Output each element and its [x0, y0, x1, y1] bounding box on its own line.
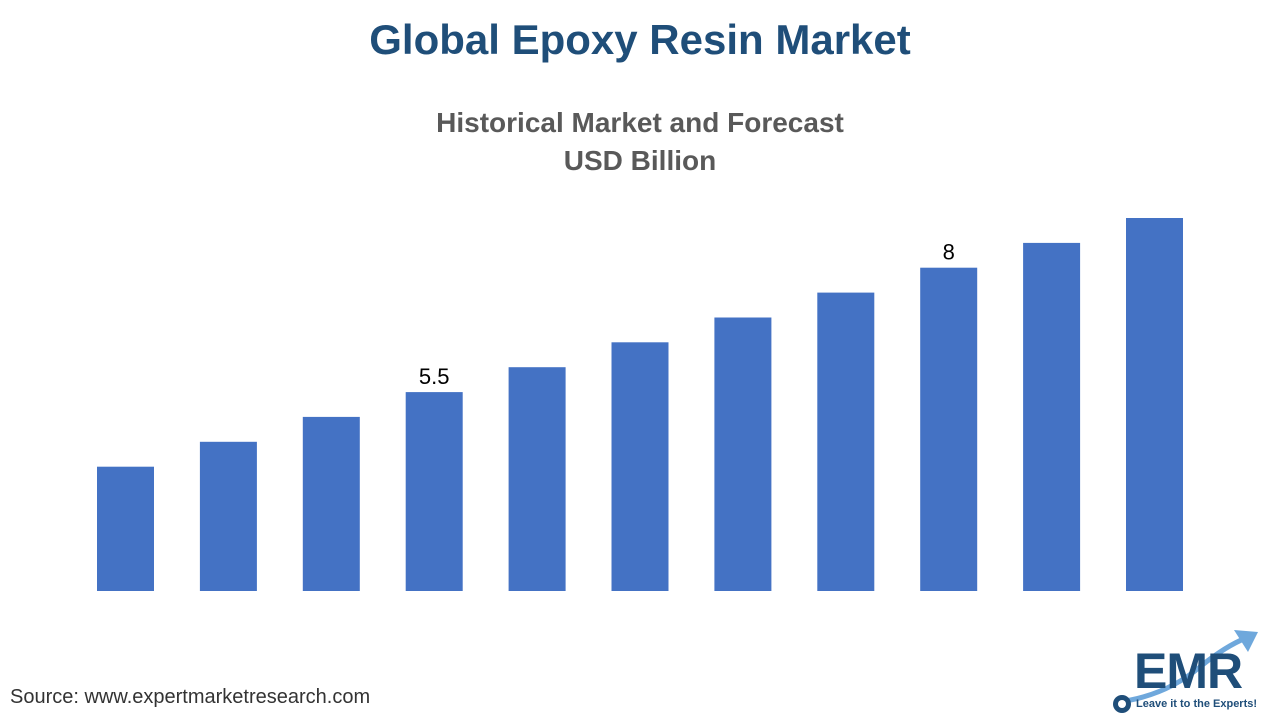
bar-3: [302, 416, 360, 591]
data-label-bar-9: 8: [943, 240, 955, 265]
logo-tagline: Leave it to the Experts!: [1136, 698, 1258, 710]
page-title: Global Epoxy Resin Market: [369, 16, 911, 63]
bar-10: [1023, 242, 1081, 591]
chart-subtitle: Historical Market and Forecast USD Billi…: [0, 104, 1280, 180]
bar-7: [714, 317, 772, 591]
source-note: Source: www.expertmarketresearch.com: [10, 686, 371, 708]
logo-wordmark: EMR: [1134, 643, 1243, 699]
bar-6: [611, 342, 669, 591]
data-label-bar-4: 5.5: [419, 364, 450, 389]
bar-9: [920, 267, 978, 591]
subtitle-line-2: USD Billion: [563, 145, 717, 176]
bar-8: [817, 292, 875, 591]
bar-4: [405, 392, 463, 591]
logo-arrow-icon: [1113, 630, 1258, 713]
bar-2: [199, 441, 257, 591]
bar-11: [1126, 218, 1183, 591]
bar-5: [508, 367, 566, 591]
emr-logo: EMR Leave it to the Experts!: [1106, 626, 1272, 716]
subtitle-line-1: Historical Market and Forecast: [436, 107, 844, 138]
bar-1: [97, 466, 154, 591]
